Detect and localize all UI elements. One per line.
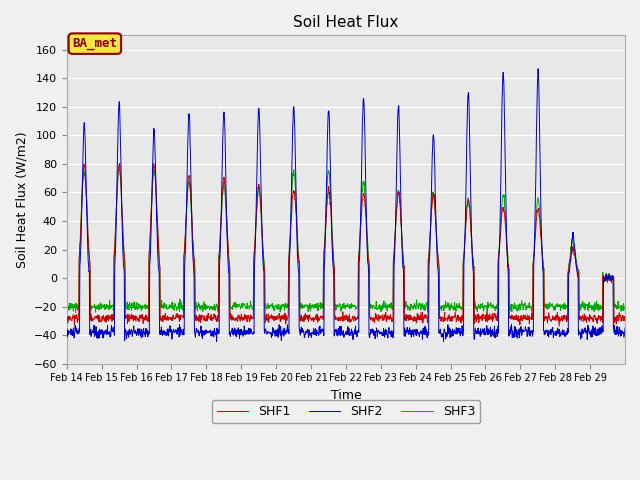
SHF3 [478,301,486,307]
SHF3 [63,306,70,312]
SHF2 [332,327,339,333]
SHF2 [150,130,158,135]
SHF1 [556,324,563,329]
SHF3 [483,311,491,316]
SHF2 [321,259,328,264]
SHF2 [63,325,70,331]
SHF3 [560,304,568,310]
SHF3 [115,164,123,170]
Line: SHF3: SHF3 [67,167,625,313]
X-axis label: Time: Time [330,389,361,402]
SHF1 [478,315,486,321]
SHF2 [440,339,447,345]
SHF1 [332,313,339,319]
SHF1 [614,315,622,321]
Y-axis label: Soil Heat Flux (W/m2): Soil Heat Flux (W/m2) [15,131,28,268]
SHF3 [621,307,629,313]
SHF2 [621,325,629,331]
SHF3 [150,172,158,178]
Text: BA_met: BA_met [72,37,117,50]
Line: SHF1: SHF1 [67,164,625,326]
Line: SHF2: SHF2 [67,69,625,342]
SHF2 [560,327,568,333]
SHF3 [332,302,339,308]
SHF1 [621,314,629,320]
SHF2 [478,329,486,335]
SHF1 [63,313,70,319]
Legend: SHF1, SHF2, SHF3: SHF1, SHF2, SHF3 [212,400,480,423]
SHF1 [150,164,158,170]
SHF3 [321,230,329,236]
SHF2 [534,66,542,72]
SHF1 [560,317,568,323]
SHF3 [614,305,622,311]
SHF1 [116,161,124,167]
SHF2 [614,333,622,339]
SHF1 [321,238,329,243]
Title: Soil Heat Flux: Soil Heat Flux [293,15,399,30]
